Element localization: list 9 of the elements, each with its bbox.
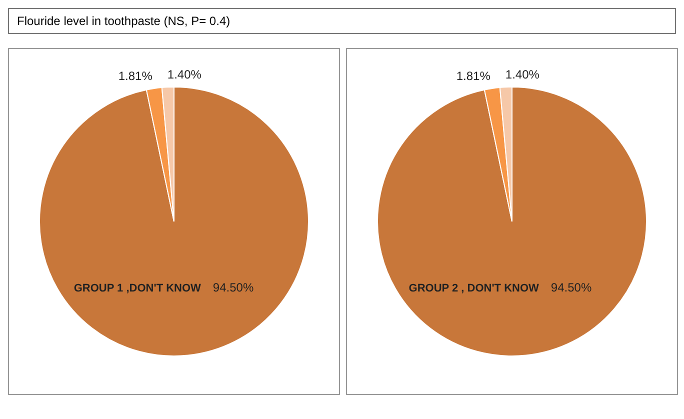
data-label: 94.50% [212, 280, 254, 295]
slice-label: GROUP 2 , DON'T KNOW [408, 282, 540, 294]
data-label: 94.50% [550, 280, 592, 295]
slice-label: GROUP 1 ,DON'T KNOW [74, 282, 202, 294]
chart-title: Flouride level in toothpaste (NS, P= 0.4) [8, 8, 676, 34]
data-label: 1.81% [456, 68, 491, 83]
data-label: 1.40% [167, 67, 202, 82]
data-label: 1.81% [118, 68, 153, 83]
data-label: 1.40% [505, 67, 540, 82]
